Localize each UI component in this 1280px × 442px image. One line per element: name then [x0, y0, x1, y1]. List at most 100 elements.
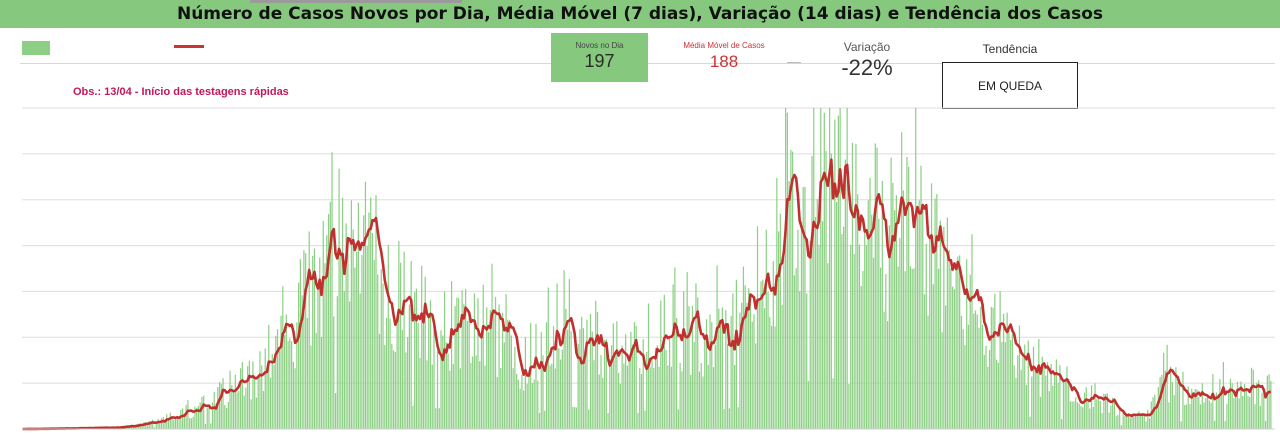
bar-day-605: [1085, 387, 1087, 429]
bar-day-341: [621, 345, 623, 429]
bar-day-597: [1071, 401, 1073, 429]
bar-day-591: [1061, 419, 1063, 429]
bar-day-702: [1256, 382, 1258, 429]
bar-day-179: [336, 296, 338, 429]
bar-day-635: [1138, 411, 1140, 429]
bar-day-554: [995, 359, 998, 429]
bar-day-109: [213, 391, 215, 429]
bar-day-194: [363, 215, 365, 429]
bar-day-318: [581, 316, 583, 429]
bar-day-594: [1066, 366, 1068, 429]
bar-day-481: [867, 200, 869, 429]
bar-day-567: [1018, 325, 1021, 429]
bar-day-599: [1075, 397, 1077, 429]
bar-day-82: [166, 414, 168, 429]
bar-day-138: [264, 348, 266, 429]
bar-day-503: [906, 157, 908, 429]
bar-day-216: [401, 330, 403, 429]
kpi-variacao-value: -22%: [841, 55, 893, 80]
bar-day-699: [1250, 367, 1253, 429]
bar-day-214: [398, 241, 400, 429]
legend-bars-swatch: [22, 41, 50, 55]
bar-day-289: [530, 322, 532, 429]
bar-day-131: [252, 361, 254, 429]
bar-day-128: [247, 366, 249, 429]
bar-day-520: [936, 194, 938, 429]
bar-day-100: [197, 405, 200, 429]
kpi-tendencia-value: EM QUEDA: [977, 78, 1042, 93]
bar-day-361: [656, 345, 658, 429]
bar-day-159: [301, 295, 303, 429]
bar-day-582: [1045, 375, 1047, 429]
bar-day-667: [1194, 389, 1196, 429]
bar-day-575: [1032, 346, 1035, 429]
bar-day-416: [753, 314, 755, 429]
bar-day-282: [517, 379, 520, 429]
bar-day-87: [174, 418, 177, 429]
bar-day-676: [1210, 402, 1212, 429]
bar-day-196: [366, 246, 368, 429]
bar-day-260: [479, 361, 481, 429]
bar-day-385: [698, 371, 701, 429]
bar-day-258: [475, 355, 477, 429]
bar-day-284: [521, 374, 523, 429]
bar-day-110: [215, 403, 217, 429]
bar-day-295: [540, 332, 542, 429]
bar-day-369: [670, 366, 672, 429]
bar-day-528: [950, 268, 952, 429]
bar-day-75: [153, 427, 156, 429]
bar-day-423: [765, 229, 767, 429]
bar-day-437: [790, 149, 792, 429]
bar-day-531: [955, 265, 957, 429]
bar-day-366: [665, 349, 667, 429]
bar-day-540: [971, 234, 973, 429]
bar-day-294: [538, 412, 541, 429]
bar-day-336: [612, 323, 614, 429]
bar-day-648: [1161, 374, 1163, 429]
bar-day-521: [937, 268, 940, 429]
bar-day-585: [1050, 364, 1052, 429]
bar-day-561: [1008, 330, 1010, 429]
bar-day-344: [626, 365, 629, 429]
bar-day-593: [1064, 381, 1066, 429]
bar-day-426: [770, 325, 773, 429]
bar-day-413: [748, 288, 750, 429]
bar-day-612: [1097, 398, 1100, 429]
bar-day-98: [194, 406, 196, 429]
bar-day-331: [603, 340, 606, 429]
bar-day-590: [1059, 365, 1061, 429]
bar-day-321: [586, 319, 588, 429]
bar-day-199: [371, 232, 374, 429]
bar-day-239: [442, 335, 444, 429]
bar-day-638: [1143, 414, 1145, 429]
bar-day-613: [1099, 400, 1101, 429]
bar-day-243: [449, 370, 451, 429]
bar-day-475: [857, 194, 859, 429]
bar-day-255: [470, 363, 472, 429]
bar-day-219: [407, 337, 409, 429]
bar-day-210: [391, 343, 393, 429]
bar-day-180: [338, 168, 340, 429]
bar-day-123: [238, 390, 240, 429]
bar-day-695: [1243, 384, 1246, 429]
bar-day-434: [785, 108, 787, 429]
bar-day-584: [1048, 391, 1050, 429]
bar-day-583: [1046, 361, 1049, 429]
bar-day-253: [466, 320, 469, 429]
bar-day-204: [380, 269, 382, 429]
bar-day-478: [862, 271, 864, 429]
bar-day-688: [1231, 383, 1233, 429]
bar-day-415: [751, 321, 753, 429]
bar-day-275: [505, 294, 507, 429]
bar-day-287: [526, 383, 528, 429]
bar-day-456: [823, 112, 825, 429]
bar-day-673: [1205, 398, 1207, 429]
bar-day-610: [1094, 383, 1096, 429]
bar-day-484: [872, 257, 875, 429]
bar-day-394: [714, 344, 716, 429]
bar-day-665: [1191, 388, 1193, 429]
bar-day-581: [1043, 365, 1045, 429]
bar-day-178: [334, 393, 337, 429]
bar-day-170: [320, 336, 323, 429]
bar-day-143: [273, 364, 275, 429]
